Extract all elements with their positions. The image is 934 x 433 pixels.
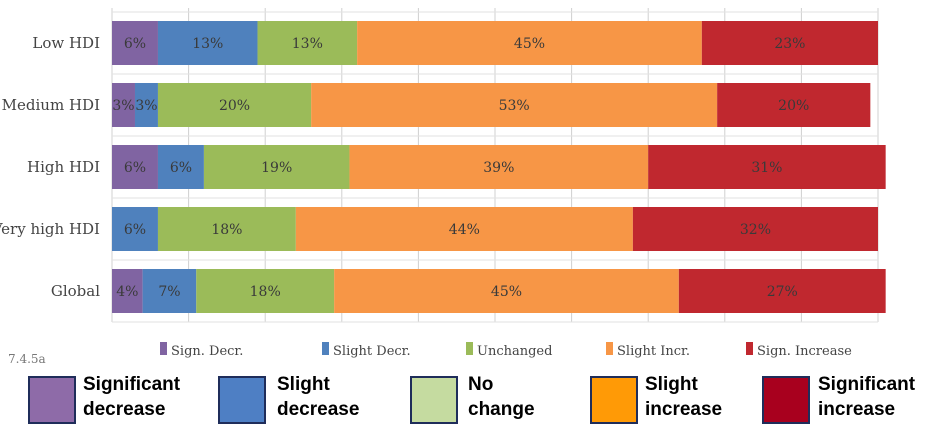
bar-segment — [357, 21, 702, 65]
category-label: Very high HDI — [0, 220, 100, 238]
data-label: 6% — [124, 36, 146, 52]
data-label: 6% — [170, 160, 192, 176]
bars: 6% 13% 13% 45% 23% 3% 3% 20% 53% 20% 6% 6% 19% 39% 31%… — [112, 21, 886, 313]
bar-segment — [157, 145, 204, 189]
bar-segment — [142, 269, 197, 313]
legend-label: Unchanged — [477, 344, 552, 359]
annotation-legend-swatch — [590, 376, 638, 424]
data-label: 3% — [135, 98, 157, 114]
bar-segment — [134, 83, 158, 127]
annotation-legend-swatch — [762, 376, 810, 424]
annotation-legend-label: Slight decrease — [277, 374, 360, 420]
annotation-legend-label: Slight increase — [645, 374, 723, 420]
data-label: 4% — [116, 284, 138, 300]
annotation-legend-swatch — [410, 376, 458, 424]
bar-segment — [196, 269, 335, 313]
data-label: 45% — [491, 284, 522, 300]
data-label: 20% — [219, 98, 250, 114]
legend-swatch — [322, 342, 329, 355]
category-label: Global — [51, 282, 100, 300]
legend-swatch — [606, 342, 613, 355]
bar-segment — [701, 21, 878, 65]
bar-segment — [349, 145, 649, 189]
bar-segment — [311, 83, 718, 127]
figure-code: 7.4.5a — [8, 352, 46, 366]
data-label: 53% — [499, 98, 530, 114]
data-label: 39% — [483, 160, 514, 176]
category-label: Low HDI — [32, 34, 100, 52]
legend-swatch — [160, 342, 167, 355]
data-label: 6% — [124, 222, 146, 238]
legend-label: Slight Incr. — [617, 344, 690, 359]
annotation-legend-label: Significant decrease — [83, 374, 181, 420]
data-label: 31% — [751, 160, 782, 176]
bar-segment — [112, 21, 158, 65]
annotation-legend-label: Significant increase — [818, 374, 916, 420]
data-label: 27% — [767, 284, 798, 300]
bar-segment — [203, 145, 350, 189]
data-label: 19% — [261, 160, 292, 176]
legend-label: Sign. Decr. — [171, 344, 243, 359]
data-label: 13% — [192, 36, 223, 52]
data-label: 45% — [514, 36, 545, 52]
data-label: 7% — [158, 284, 180, 300]
data-label: 18% — [211, 222, 242, 238]
bar-segment — [257, 21, 358, 65]
chart-legend: Sign. Decr. Slight Decr. Unchanged Slight I… — [160, 342, 852, 359]
data-label: 23% — [774, 36, 805, 52]
legend-label: Sign. Increase — [757, 344, 852, 359]
bar-segment — [648, 145, 886, 189]
bar-segment — [334, 269, 679, 313]
annotation-legend-swatch — [218, 376, 266, 424]
bar-segment — [157, 21, 258, 65]
bar-segment — [717, 83, 871, 127]
legend-swatch — [746, 342, 753, 355]
category-label: Medium HDI — [2, 96, 100, 114]
legend-swatch — [466, 342, 473, 355]
category-labels: Low HDI Medium HDI High HDI Very high HDI Gl… — [0, 34, 100, 300]
data-label: 18% — [250, 284, 281, 300]
bar-segment — [678, 269, 886, 313]
bar-segment — [295, 207, 633, 251]
bar-segment — [632, 207, 878, 251]
bar-segment — [112, 269, 143, 313]
data-label: 44% — [449, 222, 480, 238]
legend-label: Slight Decr. — [333, 344, 411, 359]
annotation-legend-swatch — [28, 376, 76, 424]
bar-segment — [112, 145, 158, 189]
hdi-stacked-bar-chart: 6% 13% 13% 45% 23% 3% 3% 20% 53% 20% 6% 6% 19% 39% 31%… — [0, 8, 886, 366]
annotation-legend-label: No change — [468, 374, 535, 420]
data-label: 13% — [292, 36, 323, 52]
annotation-legend: Significant decrease Slight decrease No ch… — [0, 370, 934, 433]
bar-segment — [157, 207, 296, 251]
data-label: 6% — [124, 160, 146, 176]
bar-segment — [112, 83, 135, 127]
data-label: 3% — [112, 98, 134, 114]
data-label: 32% — [740, 222, 771, 238]
bar-segment — [112, 207, 158, 251]
data-label: 20% — [778, 98, 809, 114]
category-label: High HDI — [27, 158, 100, 176]
bar-segment — [157, 83, 312, 127]
